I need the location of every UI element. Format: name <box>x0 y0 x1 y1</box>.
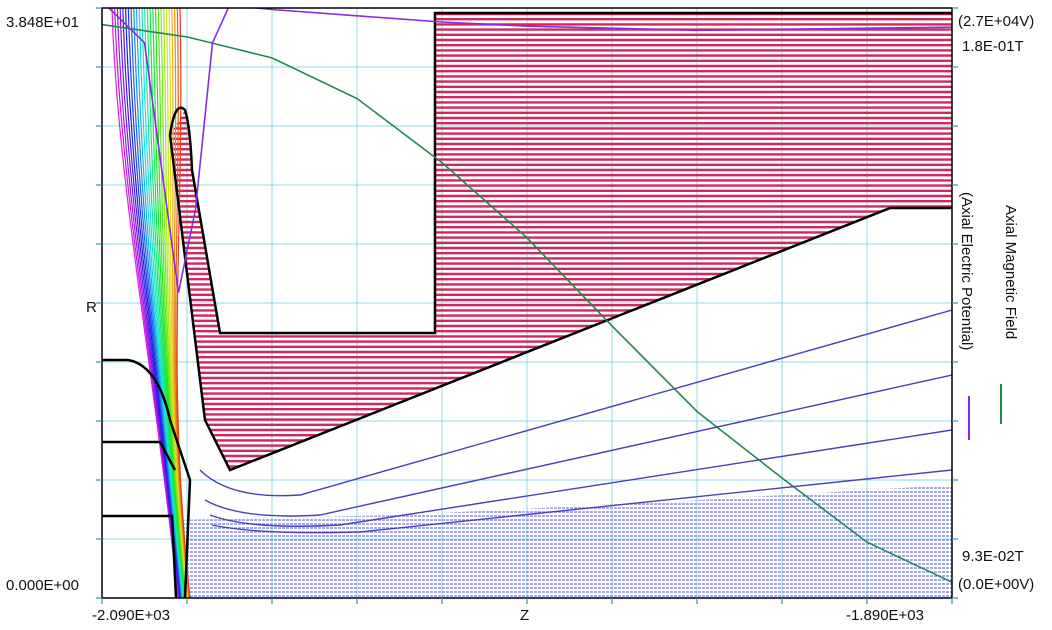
anode-tip-outline <box>168 11 952 335</box>
equipotential-lines <box>111 8 191 598</box>
potential-min-label: (0.0E+00V) <box>958 576 1034 593</box>
y-tick-label-max: 3.848E+01 <box>6 14 79 31</box>
equipotential-line <box>146 8 185 598</box>
equipotential-line <box>144 8 185 598</box>
equipotential-line <box>141 8 184 598</box>
equipotential-line <box>154 8 187 598</box>
anode-lower-outline <box>168 134 952 472</box>
equipotential-line <box>130 8 182 598</box>
equipotential-line <box>133 8 183 598</box>
cathode-base-outline <box>102 514 178 598</box>
equipotential-line <box>160 8 188 598</box>
beam-trajectory <box>199 309 952 497</box>
field-min-label: 9.3E-02T <box>962 548 1024 565</box>
equipotential-line <box>135 8 183 598</box>
beam-trajectory <box>204 374 952 517</box>
electrode-outlines <box>102 11 952 598</box>
x-tick-label-max: -1.890E+03 <box>846 607 924 624</box>
cathode-step-outline <box>102 440 177 471</box>
equipotential-line <box>176 8 191 598</box>
x-axis-label: Z <box>520 607 529 624</box>
equipotential-line <box>157 8 187 598</box>
legend: Axial Magnetic Field (Axial Electric Pot… <box>958 192 1019 440</box>
beam-trajectory <box>211 469 952 534</box>
series-line-axial-electric-potential <box>107 8 952 293</box>
axis-ticks <box>96 7 958 604</box>
field-max-label: 1.8E-01T <box>962 38 1024 55</box>
equipotential-line <box>138 8 184 598</box>
x-tick-label-min: -2.090E+03 <box>92 607 170 624</box>
legend-label-axial-magnetic-field: Axial Magnetic Field <box>1002 205 1019 339</box>
beam-trajectories <box>199 309 952 534</box>
y-tick-label-min: 0.000E+00 <box>6 577 79 594</box>
legend-label-axial-electric-potential: (Axial Electric Potential) <box>958 192 975 350</box>
equipotential-line <box>149 8 186 598</box>
equipotential-line <box>152 8 186 598</box>
series-line-axial-magnetic-field <box>102 23 952 583</box>
potential-max-label: (2.7E+04V) <box>958 13 1034 30</box>
beam-trajectory <box>209 429 952 527</box>
y-axis-label: R <box>86 299 97 316</box>
focus-electrode-outline <box>102 358 192 598</box>
